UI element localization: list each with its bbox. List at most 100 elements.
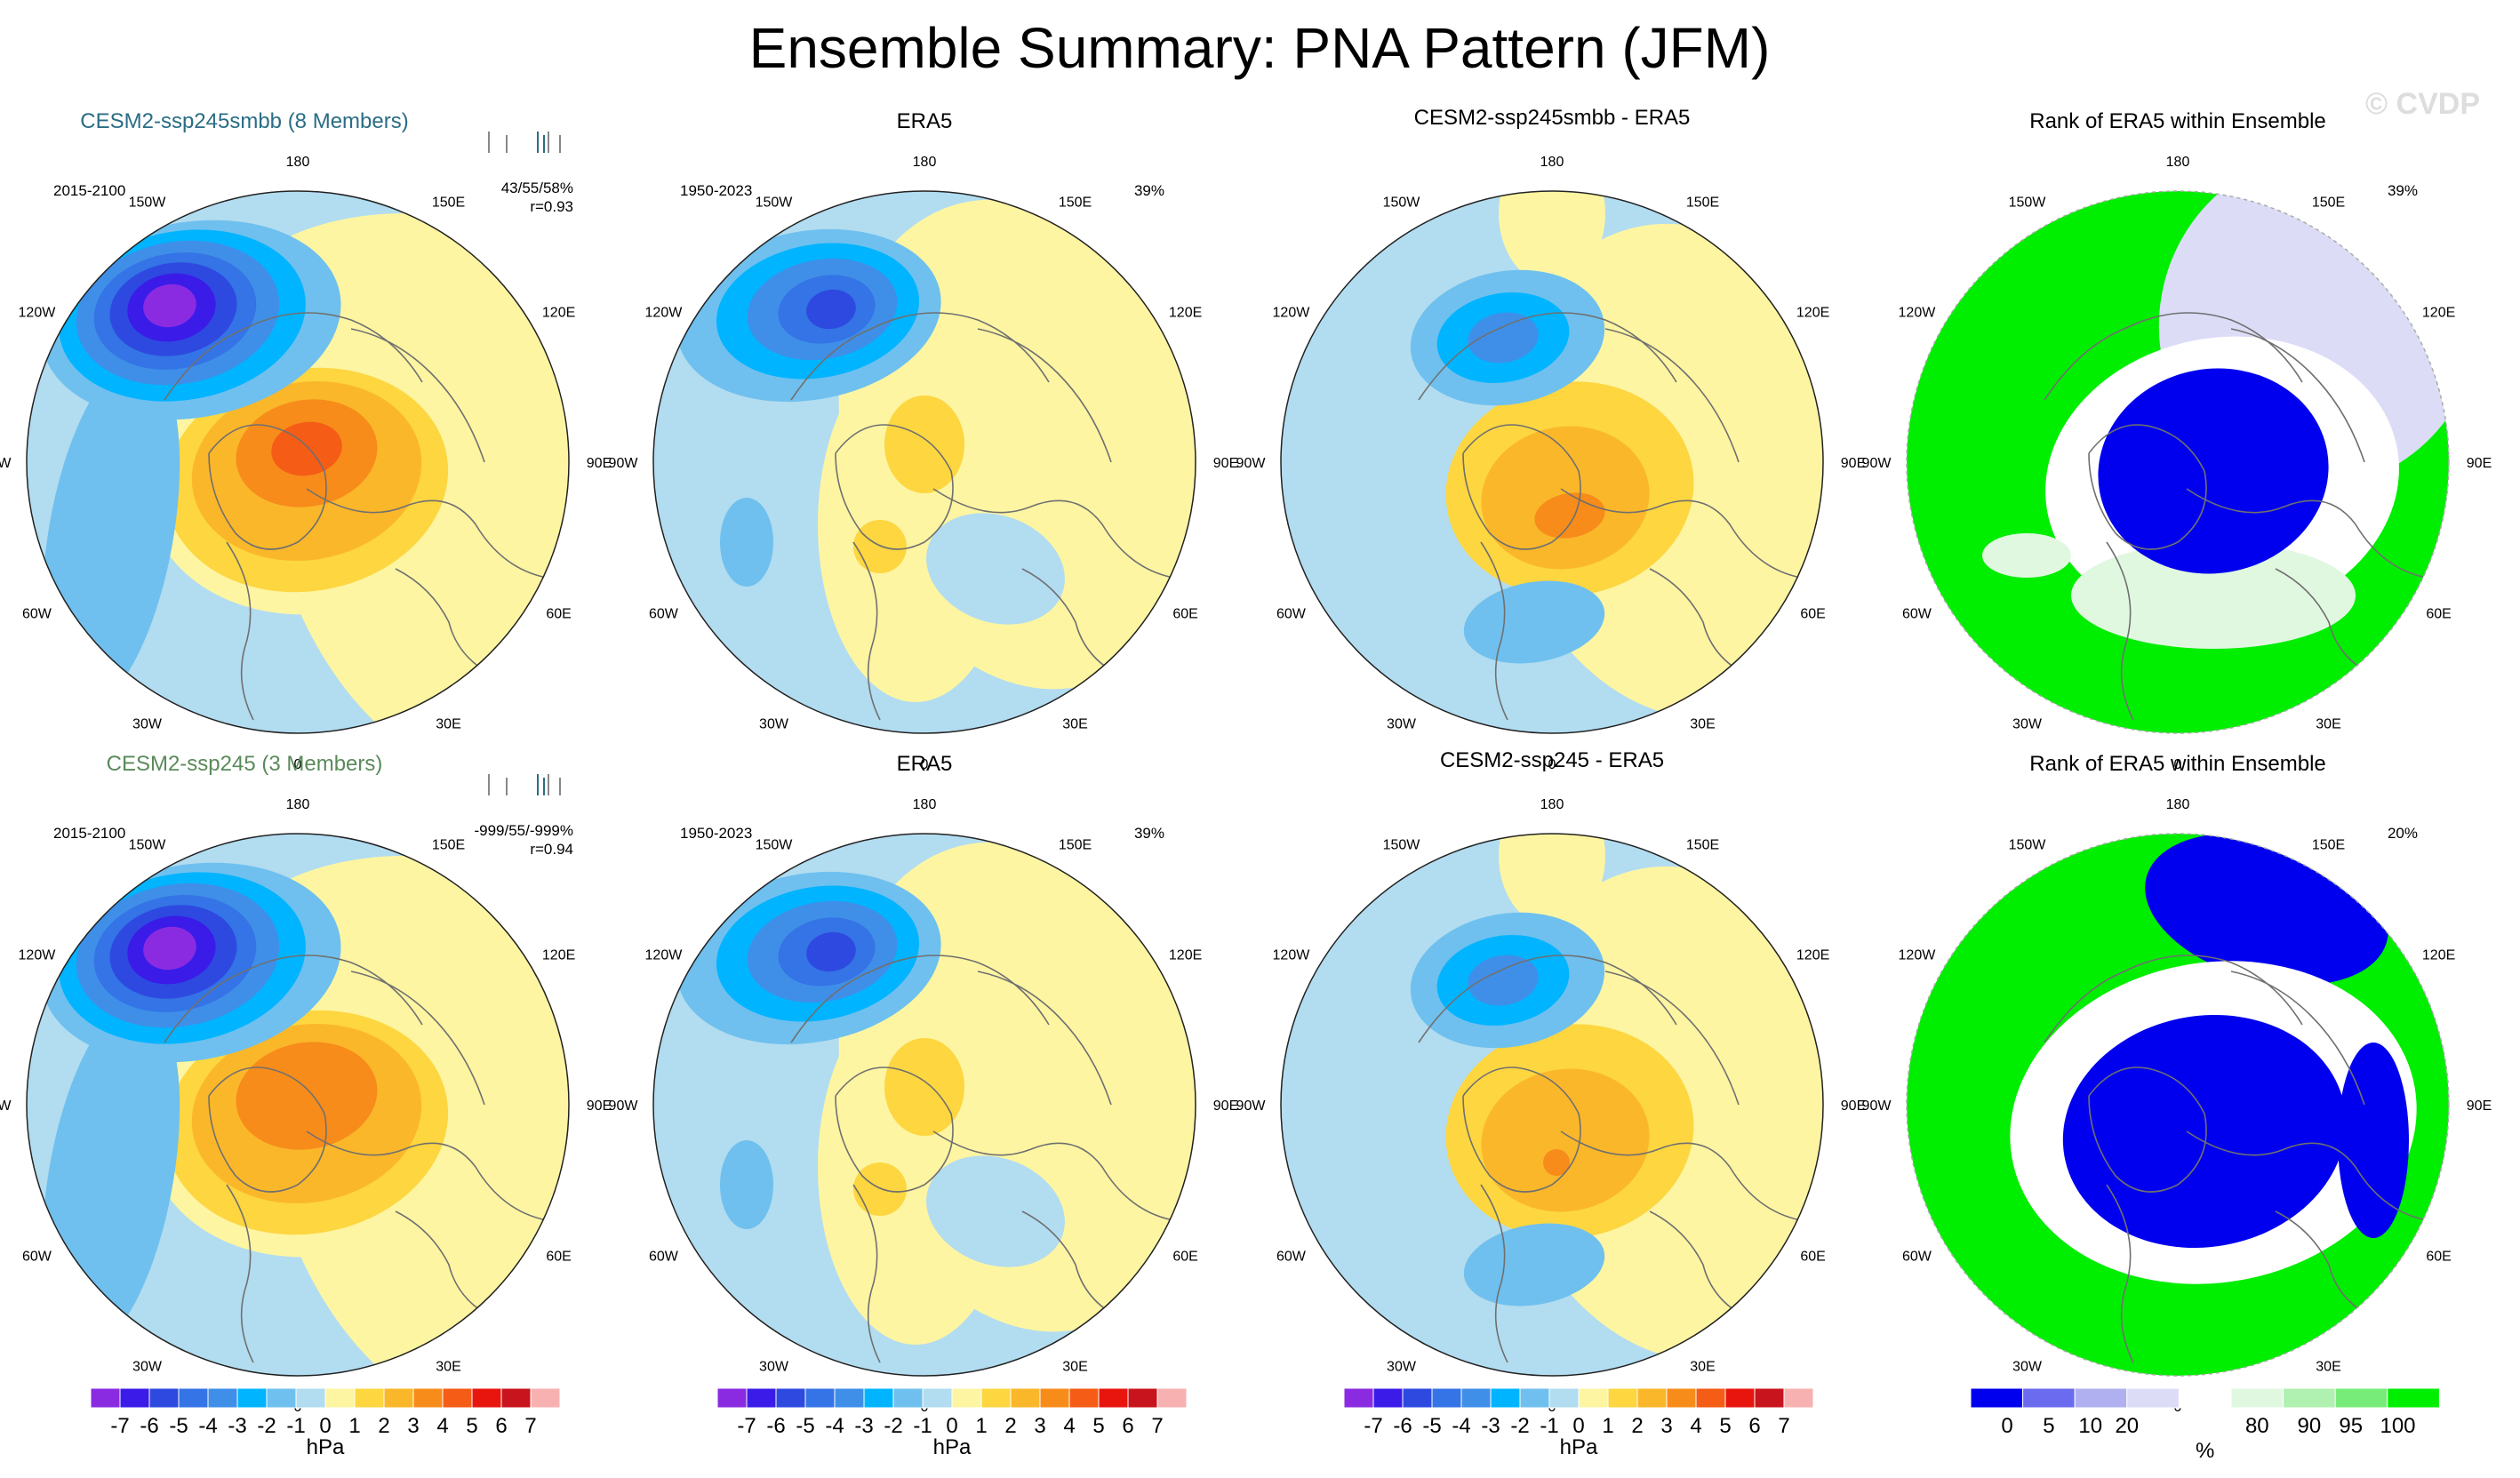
- longitude-label: 90W: [1862, 1099, 1892, 1114]
- longitude-label: 60W: [649, 607, 679, 622]
- colorbar-swatch: [1783, 1387, 1814, 1409]
- negative-contour-4: [806, 931, 856, 972]
- longitude-label: 90E: [587, 1099, 612, 1114]
- longitude-label: 30E: [436, 1360, 460, 1375]
- longitude-label: 30E: [2316, 1360, 2340, 1375]
- map-fill: [653, 834, 1196, 1376]
- longitude-label: 90E: [1841, 456, 1866, 471]
- colorbar-swatch: [1607, 1387, 1638, 1409]
- model-panel: 180 150E 120E 90E 60E 30E 0 30W 60W 90W 120W 150W CE…: [0, 109, 612, 772]
- stats-line1: -999/55/-999%: [474, 822, 573, 839]
- colorbar-label: 6: [1748, 1414, 1760, 1438]
- colorbar-swatch: [2126, 1387, 2180, 1409]
- colorbar-unit: hPa: [933, 1435, 972, 1459]
- model-title: CESM2-ssp245smbb (8 Members): [80, 109, 408, 133]
- colorbar-swatch: [1724, 1387, 1756, 1409]
- longitude-label: 60E: [546, 607, 571, 622]
- coastline: [1649, 1210, 1748, 1319]
- longitude-label: 0: [294, 757, 302, 772]
- coastline: [2186, 488, 2428, 579]
- colorbar-label: 7: [1151, 1414, 1163, 1438]
- longitude-label: 150W: [129, 195, 167, 210]
- stats-line2: r=0.93: [530, 198, 573, 215]
- map-border: [26, 833, 570, 1377]
- longitude-label: 120W: [19, 306, 57, 321]
- map-fill: [27, 834, 569, 1376]
- colorbar-swatch: [412, 1387, 444, 1409]
- coastline: [2088, 424, 2207, 550]
- colorbar-unit: hPa: [307, 1435, 345, 1459]
- obs-pct: 39%: [1134, 825, 1164, 842]
- colorbar-swatch: [324, 1387, 356, 1409]
- longitude-label: 30E: [1690, 717, 1715, 732]
- colorbar-label: -6: [766, 1414, 785, 1438]
- colorbar-label: 4: [1690, 1414, 1701, 1438]
- longitude-label: 150E: [1059, 837, 1092, 852]
- colorbar-swatch: [119, 1387, 150, 1409]
- colorbar-swatch: [980, 1387, 1012, 1409]
- stats-line1: 43/55/58%: [501, 180, 573, 196]
- coastline: [208, 1067, 327, 1193]
- colorbar-swatch: [1754, 1387, 1785, 1409]
- diff-title: CESM2-ssp245 - ERA5: [1440, 748, 1664, 772]
- longitude-label: 120E: [1796, 306, 1829, 321]
- colorbar-label: 3: [1660, 1414, 1672, 1438]
- coastline: [852, 1184, 881, 1363]
- colorbar-label: -1: [1540, 1414, 1558, 1438]
- longitude-label: 120E: [2422, 948, 2455, 963]
- coastline: [395, 568, 494, 676]
- coastline: [2088, 1067, 2207, 1193]
- map-border: [1906, 190, 2450, 734]
- longitude-label: 150E: [1059, 195, 1092, 210]
- longitude-label: 60W: [1902, 1250, 1932, 1265]
- longitude-label: 180: [2166, 155, 2190, 170]
- rank-0-region: [2062, 1014, 2347, 1249]
- colorbar-swatch: [1548, 1387, 1580, 1409]
- colorbar-label: -5: [169, 1414, 188, 1438]
- colorbar-label: 4: [436, 1414, 448, 1438]
- longitude-label: 30W: [132, 717, 163, 732]
- coastline: [977, 971, 1112, 1106]
- rank-panel: 180 150E 120E 90E 60E 30E 0 30W 60W 90W 120W 150W Ra…: [1862, 752, 2492, 1415]
- negative-contour-w: [720, 498, 773, 587]
- longitude-label: 90W: [0, 456, 12, 471]
- longitude-label: 60E: [1800, 1250, 1825, 1265]
- longitude-label: 60E: [1172, 607, 1197, 622]
- colorbar-swatch: [1156, 1387, 1188, 1409]
- colorbar-label: -4: [825, 1414, 844, 1438]
- colorbar-label: 90: [2298, 1414, 2322, 1438]
- rank-panel: 180 150E 120E 90E 60E 30E 0 30W 60W 90W 120W 150W Ra…: [1862, 109, 2492, 772]
- colorbar-swatch: [1127, 1387, 1158, 1409]
- colorbar-unit: hPa: [1560, 1435, 1598, 1459]
- hpa-colorbar: -7 -6 -5 -4 -3 -2 -1 0 1 2 3 4 5 6 7 hPa: [716, 1387, 1188, 1459]
- rank-map-fill: [1907, 834, 2449, 1376]
- yellow-region: [1499, 834, 1605, 927]
- rank-pale-region: [2071, 542, 2356, 649]
- longitude-label: 30W: [759, 717, 789, 732]
- colorbar-swatch: [2022, 1387, 2076, 1409]
- colorbar-label: 1: [1602, 1414, 1613, 1438]
- colorbar-swatch: [1372, 1387, 1404, 1409]
- model-panel: 180 150E 120E 90E 60E 30E 0 30W 60W 90W 120W 150W CE…: [0, 752, 612, 1415]
- obs-pct: 39%: [1134, 182, 1164, 199]
- coastline: [1462, 424, 1581, 550]
- colorbar-swatch: [2230, 1387, 2284, 1409]
- colorbar-swatch: [295, 1387, 326, 1409]
- rank-0-region: [2338, 1043, 2409, 1238]
- longitude-label: 30W: [2012, 717, 2043, 732]
- panels-grid: 180 150E 120E 90E 60E 30E 0 30W 60W 90W 120W 150W CE…: [0, 106, 2492, 1415]
- coastline: [1604, 328, 1740, 463]
- map-border: [26, 190, 570, 734]
- longitude-label: 60W: [649, 1250, 679, 1265]
- longitude-label: 90E: [587, 456, 612, 471]
- negative-contour-w: [1463, 1223, 1605, 1306]
- longitude-label: 90W: [609, 1099, 639, 1114]
- colorbar-label: 5: [1092, 1414, 1104, 1438]
- colorbar-label: -6: [140, 1414, 158, 1438]
- longitude-label: 90E: [1213, 456, 1238, 471]
- colorbar-unit: %: [2196, 1439, 2214, 1463]
- diff-title: CESM2-ssp245smbb - ERA5: [1414, 106, 1691, 130]
- colorbar-swatch: [863, 1387, 894, 1409]
- colorbar-label: 5: [1719, 1414, 1731, 1438]
- colorbar-label: -7: [737, 1414, 756, 1438]
